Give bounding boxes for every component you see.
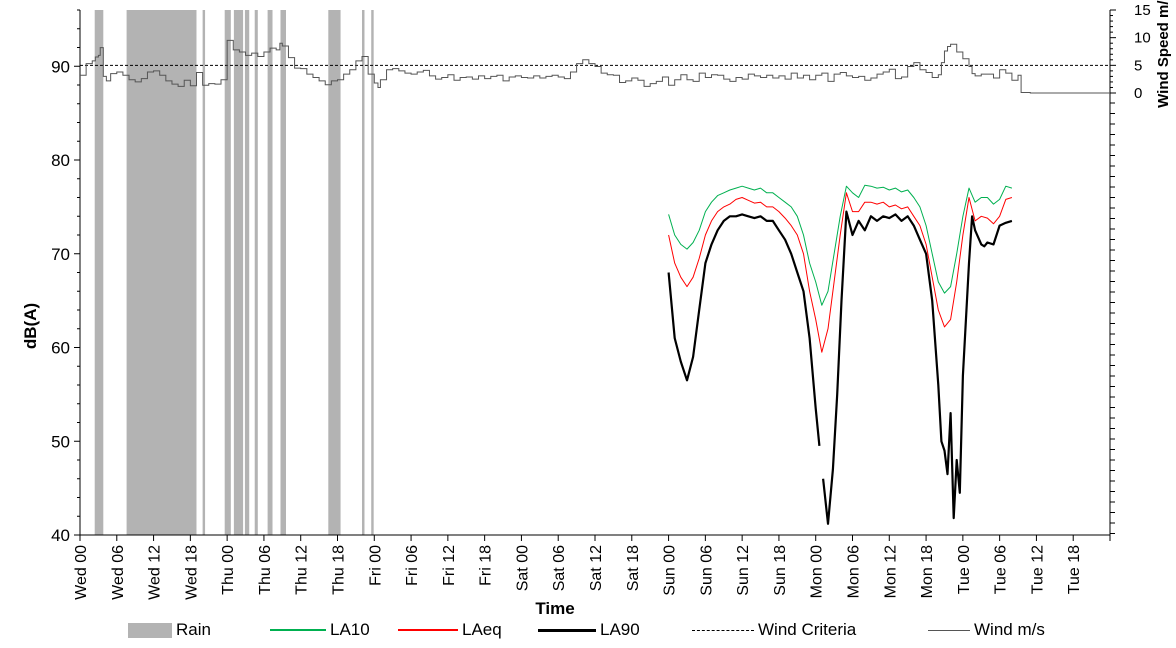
x-tick-label: Mon 06 (846, 545, 863, 598)
y-tick-label: 70 (51, 245, 70, 264)
legend-item-la90: LA90 (538, 620, 640, 640)
y-tick-label: 40 (51, 526, 70, 545)
x-tick-label: Sun 00 (662, 545, 679, 596)
x-tick-label: Thu 18 (331, 545, 348, 595)
x-tick-label: Mon 12 (882, 545, 899, 598)
x-tick-label: Wed 12 (147, 545, 164, 600)
x-tick-label: Mon 00 (809, 545, 826, 598)
legend-label-rain: Rain (176, 620, 211, 639)
x-tick-label: Tue 12 (1029, 545, 1046, 594)
legend-label-wind-criteria: Wind Criteria (758, 620, 857, 639)
legend-swatch-la10 (270, 629, 326, 631)
rain-bar (280, 10, 286, 535)
x-tick-label: Thu 06 (257, 545, 274, 595)
legend-label-la10: LA10 (330, 620, 370, 639)
x-tick-label: Tue 06 (993, 545, 1010, 594)
x-tick-label: Tue 00 (956, 545, 973, 594)
wind-speed-line (80, 39, 1110, 94)
x-tick-label: Fri 06 (404, 545, 421, 586)
x-tick-label: Sun 06 (698, 545, 715, 596)
x-tick-label: Sat 18 (625, 545, 642, 591)
legend-swatch-rain (128, 622, 172, 638)
y2-tick-label: 10 (1134, 30, 1151, 47)
rain-bar (202, 10, 206, 535)
y-tick-label: 50 (51, 432, 70, 451)
rain-bar (362, 10, 365, 535)
y-tick-label: 80 (51, 151, 70, 170)
rain-bar (254, 10, 258, 535)
x-tick-label: Fri 12 (441, 545, 458, 586)
legend-item-wind-criteria: Wind Criteria (692, 620, 856, 640)
rain-bar (126, 10, 197, 535)
laeq-line (668, 192, 1013, 353)
x-tick-label: Sun 12 (735, 545, 752, 596)
x-axis-title: Time (535, 599, 574, 618)
y-axis-title: dB(A) (21, 303, 40, 349)
x-tick-label: Wed 00 (73, 545, 90, 600)
x-tick-label: Fri 18 (478, 545, 495, 586)
rain-bar (94, 10, 104, 535)
rain-bar (224, 10, 231, 535)
legend-swatch-la90 (538, 628, 596, 632)
x-tick-label: Thu 00 (220, 545, 237, 595)
y2-tick-labels: 0 5 10 15 (1134, 2, 1151, 102)
rain-bar (328, 10, 341, 535)
legend-item-laeq: LAeq (398, 620, 502, 640)
y2-axis-title: Wind Speed m/s (1155, 0, 1172, 108)
legend-label-la90: LA90 (600, 620, 640, 639)
x-tick-label: Sun 18 (772, 545, 789, 596)
x-tick-label: Wed 18 (183, 545, 200, 600)
y-tick-labels: 40 50 60 70 80 90 (51, 57, 70, 545)
y2-tick-label: 5 (1134, 57, 1142, 74)
y2-tick-label: 0 (1134, 85, 1142, 102)
legend-label-wind: Wind m/s (974, 620, 1045, 639)
y-tick-label: 90 (51, 57, 70, 76)
la90-line (822, 210, 1013, 525)
x-tick-label: Mon 18 (919, 545, 936, 598)
x-tick-label: Sat 06 (551, 545, 568, 591)
y-tick-label: 60 (51, 339, 70, 358)
rain-bar (371, 10, 374, 535)
legend-swatch-laeq (398, 629, 458, 631)
x-tick-label: Sat 00 (514, 545, 531, 591)
series-lines (80, 39, 1110, 525)
la90-line (667, 213, 821, 447)
legend-item-wind: Wind m/s (928, 620, 1045, 640)
rain-bar (244, 10, 250, 535)
x-tick-label: Wed 06 (110, 545, 127, 600)
rain-bar (267, 10, 273, 535)
x-tick-label: Thu 12 (294, 545, 311, 595)
la10-line (668, 184, 1013, 306)
legend-swatch-wind (928, 629, 970, 631)
legend-swatch-wind-criteria (692, 629, 754, 631)
x-tick-labels: Wed 00 Wed 06 Wed 12 Wed 18 Thu 00 Thu 06 Thu … (73, 545, 1083, 600)
legend-label-laeq: LAeq (462, 620, 502, 639)
legend-item-rain: Rain (128, 620, 211, 640)
x-tick-label: Tue 18 (1066, 545, 1083, 594)
y2-tick-label: 15 (1134, 2, 1151, 19)
rain-bars (94, 10, 374, 535)
axis-ticks (74, 9, 1116, 541)
x-tick-label: Fri 00 (367, 545, 384, 586)
legend: Rain LA10 LAeq LA90 Wind Criteria Wind m… (0, 620, 1176, 644)
rain-bar (233, 10, 244, 535)
x-tick-label: Sat 12 (588, 545, 605, 591)
legend-item-la10: LA10 (270, 620, 370, 640)
